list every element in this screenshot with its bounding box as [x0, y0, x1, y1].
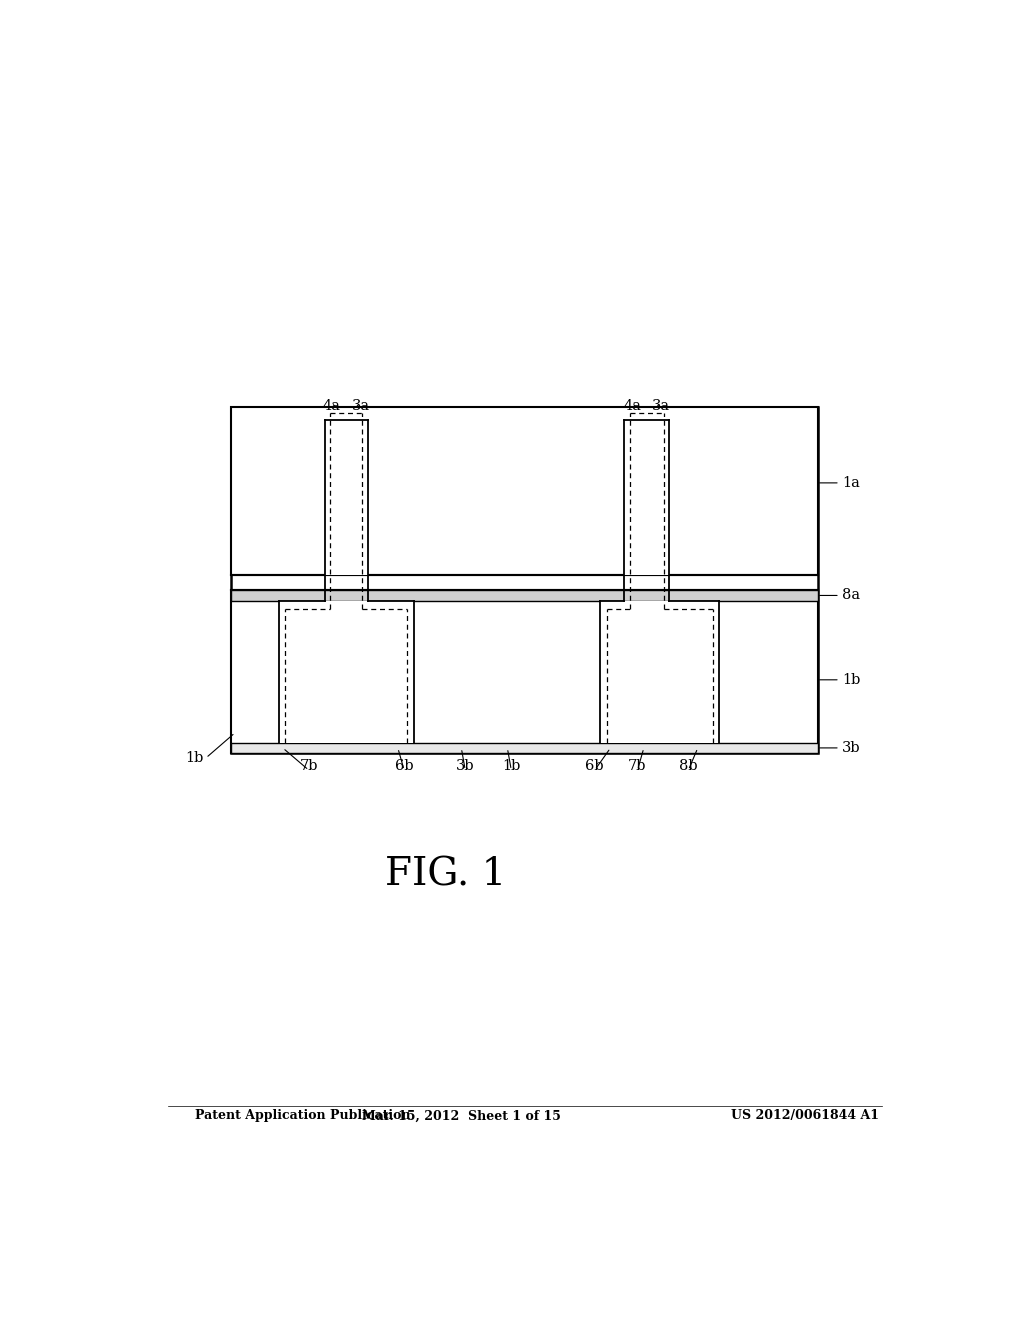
Bar — [600, 601, 719, 743]
Bar — [631, 422, 663, 572]
Text: FIG. 1: FIG. 1 — [385, 857, 506, 894]
Bar — [231, 408, 818, 752]
Text: 1b: 1b — [502, 759, 520, 774]
Bar — [624, 420, 670, 576]
Bar — [231, 743, 818, 752]
Text: US 2012/0061844 A1: US 2012/0061844 A1 — [731, 1109, 880, 1122]
Bar — [231, 590, 818, 752]
Bar — [231, 408, 818, 576]
Text: 4a: 4a — [624, 399, 641, 413]
Text: Patent Application Publication: Patent Application Publication — [196, 1109, 411, 1122]
Text: 1b: 1b — [842, 673, 860, 686]
Text: 3b: 3b — [456, 759, 474, 774]
Text: 3a: 3a — [652, 399, 670, 413]
Text: 4a: 4a — [323, 399, 341, 413]
Text: 8b: 8b — [679, 759, 697, 774]
Bar — [325, 420, 368, 576]
Text: 6b: 6b — [586, 759, 604, 774]
Text: 8a: 8a — [842, 589, 860, 602]
Bar — [331, 422, 361, 572]
Text: 7b: 7b — [629, 759, 647, 774]
Text: 3a: 3a — [351, 399, 370, 413]
Bar — [279, 601, 414, 743]
Text: 1b: 1b — [185, 751, 204, 766]
Text: 1a: 1a — [842, 477, 860, 490]
Bar — [231, 590, 818, 601]
Text: Mar. 15, 2012  Sheet 1 of 15: Mar. 15, 2012 Sheet 1 of 15 — [361, 1109, 561, 1122]
Bar — [231, 408, 818, 576]
Text: 6b: 6b — [395, 759, 414, 774]
Text: 3b: 3b — [842, 741, 861, 755]
Bar — [231, 590, 818, 752]
Text: 7b: 7b — [300, 759, 318, 774]
